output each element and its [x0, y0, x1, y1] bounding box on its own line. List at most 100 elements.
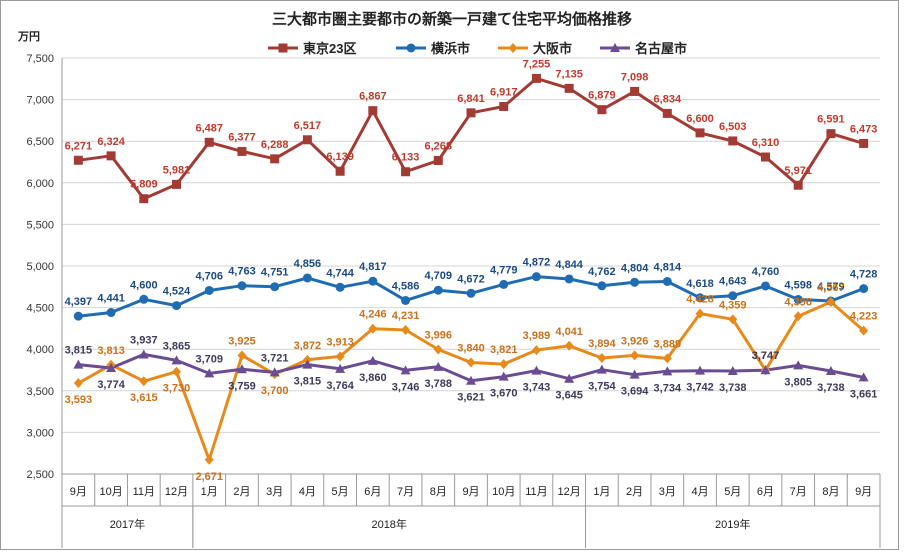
- data-point-marker: [237, 350, 247, 361]
- data-label: 4,844: [555, 259, 583, 271]
- x-tick-label: 7月: [790, 486, 807, 498]
- data-label: 6,517: [294, 120, 322, 132]
- data-label: 6,591: [817, 114, 845, 126]
- data-label: 3,840: [457, 343, 485, 355]
- data-point-marker: [433, 361, 444, 371]
- data-point-marker: [596, 364, 607, 374]
- data-label: 3,764: [326, 380, 354, 392]
- data-label: 3,730: [163, 383, 191, 395]
- data-point-marker: [172, 179, 182, 189]
- data-label: 4,223: [850, 311, 878, 323]
- x-tick-label: 3月: [659, 486, 676, 498]
- data-label: 4,598: [784, 279, 812, 291]
- data-label: 3,746: [392, 381, 420, 393]
- data-point-marker: [302, 273, 312, 283]
- data-point-marker: [728, 136, 738, 146]
- data-label: 4,643: [719, 276, 747, 288]
- data-label: 6,503: [719, 121, 747, 133]
- data-point-marker: [335, 363, 346, 373]
- x-tick-label: 4月: [299, 486, 316, 498]
- data-label: 4,751: [261, 267, 289, 279]
- data-label: 3,747: [752, 350, 780, 362]
- x-tick-label: 2月: [233, 486, 250, 498]
- legend-label: 大阪市: [533, 41, 572, 56]
- data-label: 4,586: [392, 280, 420, 292]
- data-label: 3,815: [65, 345, 93, 357]
- data-point-marker: [368, 276, 378, 286]
- data-point-marker: [629, 369, 640, 379]
- legend-item: 名古屋市: [600, 41, 687, 56]
- data-label: 3,872: [294, 340, 322, 352]
- data-label: 6,841: [457, 93, 485, 105]
- data-label: 7,255: [523, 58, 551, 70]
- data-point-marker: [466, 108, 476, 118]
- data-point-marker: [662, 353, 672, 364]
- data-label: 3,593: [65, 394, 93, 406]
- data-point-marker: [172, 301, 182, 311]
- data-label: 4,246: [359, 309, 387, 321]
- data-point-marker: [793, 294, 803, 304]
- data-label: 4,579: [817, 281, 845, 293]
- data-point-marker: [270, 154, 280, 164]
- data-point-marker: [302, 135, 312, 145]
- x-tick-label: 10月: [492, 486, 515, 498]
- x-tick-label: 3月: [266, 486, 283, 498]
- data-point-marker: [826, 129, 836, 139]
- data-label: 3,788: [425, 378, 453, 390]
- data-point-marker: [466, 357, 476, 368]
- x-tick-label: 6月: [364, 486, 381, 498]
- data-point-marker: [662, 276, 672, 286]
- data-label: 5,809: [130, 179, 158, 191]
- legend-label: 横浜市: [431, 41, 470, 56]
- data-point-marker: [695, 365, 706, 375]
- data-point-marker: [793, 360, 804, 370]
- data-label: 4,231: [392, 310, 420, 322]
- data-point-marker: [466, 375, 476, 385]
- y-axis: 2,500 3,000 3,500 4,000 4,500 5,000 5,500 6,000…: [26, 53, 63, 481]
- data-point-marker: [531, 272, 541, 282]
- data-point-marker: [73, 359, 84, 369]
- series-markers: [73, 73, 869, 465]
- data-point-marker: [826, 297, 836, 308]
- data-label: 6,310: [752, 137, 780, 149]
- data-point-marker: [367, 355, 378, 365]
- year-label: 2019年: [715, 517, 750, 531]
- data-point-marker: [564, 373, 575, 383]
- x-tick-label: 11月: [525, 486, 547, 498]
- data-label: 3,738: [817, 382, 845, 394]
- x-tick-label: 5月: [332, 486, 349, 498]
- data-point-marker: [760, 152, 770, 162]
- data-label: 4,672: [457, 273, 485, 285]
- data-label: 3,743: [523, 382, 551, 394]
- data-label: 3,889: [654, 338, 682, 350]
- x-tick-label: 6月: [757, 486, 774, 498]
- data-label: 4,817: [359, 261, 387, 273]
- y-tick-label: 5,000: [26, 261, 54, 273]
- x-tick-label: 9月: [70, 486, 87, 498]
- data-point-marker: [531, 345, 541, 356]
- data-point-marker: [278, 43, 288, 53]
- data-label: 6,473: [850, 123, 878, 135]
- data-label: 4,744: [326, 267, 354, 279]
- data-label: 3,694: [621, 386, 649, 398]
- x-tick-label: 5月: [724, 486, 741, 498]
- data-point-marker: [597, 353, 607, 364]
- legend-label: 東京23区: [303, 41, 356, 56]
- data-point-marker: [401, 167, 411, 177]
- data-label: 3,754: [588, 381, 616, 393]
- y-tick-label: 4,000: [26, 344, 54, 356]
- y-axis-unit-label: 万円: [17, 30, 40, 43]
- data-point-marker: [499, 102, 509, 112]
- data-label: 5,981: [163, 164, 191, 176]
- data-label: 3,738: [719, 382, 747, 394]
- data-label: 3,937: [130, 334, 158, 346]
- data-point-marker: [270, 282, 280, 292]
- data-label: 3,721: [261, 352, 289, 364]
- data-label: 6,487: [195, 122, 223, 134]
- data-point-marker: [171, 355, 182, 365]
- data-label: 4,762: [588, 266, 616, 278]
- data-point-marker: [139, 294, 149, 304]
- data-point-marker: [695, 128, 705, 138]
